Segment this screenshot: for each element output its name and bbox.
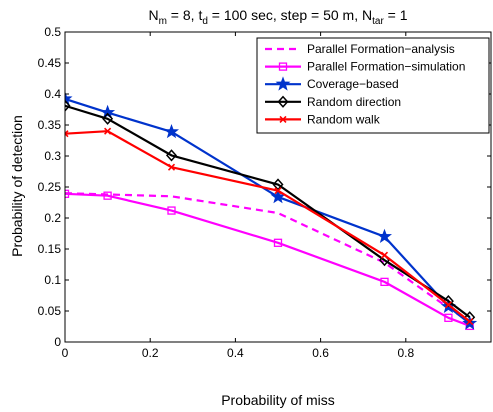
title-part-td: = 8, t — [167, 7, 203, 23]
title-sub-d: d — [202, 16, 208, 27]
data-point-random-direction-3 — [272, 178, 284, 191]
data-point-parallel-formation-simulation-0 — [65, 189, 70, 198]
legend-marker-coverage-based — [275, 76, 291, 91]
legend-entry-random-direction: Random direction — [265, 95, 401, 109]
x-tick-label-1: 0.2 — [142, 346, 159, 360]
y-tick-label-3: 0.15 — [38, 242, 62, 256]
x-tick-label-0: 0 — [62, 346, 69, 360]
data-point-random-walk-2-stroke-b — [167, 163, 176, 171]
data-point-random-walk-6-stroke-b — [466, 317, 474, 326]
y-tick-label-0: 0 — [54, 335, 61, 349]
y-tick-label-10: 0.5 — [44, 25, 61, 39]
series-line-parallel-formation-simulation — [65, 192, 471, 327]
data-point-random-direction-0 — [65, 99, 71, 112]
title-part-step: = 100 sec, step = 50 m, N — [208, 7, 372, 23]
series-line-parallel-formation-analysis — [65, 192, 471, 324]
legend-label-parallel-formation-analysis: Parallel Formation−analysis — [307, 42, 455, 56]
data-point-coverage-based-4 — [377, 228, 392, 243]
y-tick-label-7: 0.35 — [38, 118, 62, 132]
y-tick-label-5: 0.25 — [38, 180, 62, 194]
data-point-random-direction-2 — [165, 149, 178, 162]
data-point-random-walk-0-stroke-b — [65, 130, 69, 135]
axes: 0 0.2 0.4 0.6 0.8 0 0.05 0.1 0.15 0.2 0.25 0.3 0.35 0… — [38, 25, 492, 360]
legend: Parallel Formation−analysis Parallel Form… — [256, 37, 490, 134]
legend-label-parallel-formation-simulation: Parallel Formation−simulation — [307, 60, 465, 74]
title-part-end: = 1 — [384, 7, 408, 23]
data-point-parallel-formation-simulation-4 — [380, 277, 389, 287]
y-tick-label-4: 0.2 — [44, 211, 61, 225]
data-point-parallel-formation-simulation-3 — [273, 238, 283, 247]
title-sub-tar: tar — [372, 16, 384, 27]
y-tick-label-9: 0.45 — [38, 56, 62, 70]
series-line-random-walk — [65, 130, 471, 323]
y-tick-label-8: 0.4 — [44, 87, 61, 101]
legend-marker-random-walk — [279, 115, 287, 123]
series-line-random-direction — [65, 104, 471, 319]
x-axis-label: Probability of miss — [221, 392, 335, 408]
data-point-random-walk-5 — [444, 301, 452, 309]
legend-entry-random-walk: Random walk — [265, 112, 381, 126]
data-point-random-walk-2 — [167, 163, 176, 171]
legend-marker-random-direction — [277, 95, 289, 108]
y-axis-label: Probability of detection — [9, 115, 25, 257]
legend-label-random-direction: Random direction — [307, 95, 401, 109]
series-random-walk — [65, 127, 474, 326]
data-point-random-walk-6 — [466, 317, 474, 326]
legend-entry-coverage-based: Coverage−based — [265, 76, 399, 91]
y-tick-label-1: 0.05 — [38, 304, 62, 318]
legend-entry-parallel-formation-analysis: Parallel Formation−analysis — [265, 42, 455, 56]
data-point-random-walk-3 — [274, 187, 282, 195]
chart-title: Nm = 8, td = 100 sec, step = 50 m, Ntar … — [148, 7, 407, 27]
x-tick-label-3: 0.6 — [312, 346, 329, 360]
legend-marker-parallel-formation-simulation — [278, 62, 288, 71]
data-point-parallel-formation-simulation-5 — [444, 313, 453, 322]
data-point-random-walk-1-stroke-b — [104, 127, 112, 135]
x-tick-label-2: 0.4 — [227, 346, 244, 360]
data-point-coverage-based-0 — [65, 91, 73, 106]
x-tick-label-4: 0.8 — [397, 346, 414, 360]
title-sub-m: m — [159, 16, 167, 27]
legend-entry-parallel-formation-simulation: Parallel Formation−simulation — [265, 60, 465, 74]
data-point-parallel-formation-simulation-2 — [167, 206, 176, 215]
y-tick-label-2: 0.1 — [44, 273, 61, 287]
series-random-direction — [65, 99, 476, 324]
data-point-random-walk-4 — [380, 251, 389, 259]
data-point-random-walk-4-stroke-b — [380, 251, 389, 259]
data-point-random-walk-0 — [65, 130, 69, 138]
data-point-coverage-based-2 — [164, 123, 179, 139]
legend-marker-random-walk-stroke-b — [279, 115, 287, 123]
series-parallel-formation-analysis — [65, 192, 471, 324]
plot-area — [65, 91, 478, 331]
data-point-random-walk-3-stroke-b — [274, 187, 282, 195]
data-point-random-walk-0-stroke-a — [65, 132, 69, 138]
legend-label-coverage-based: Coverage−based — [307, 77, 399, 91]
legend-label-random-walk: Random walk — [307, 112, 381, 126]
data-point-coverage-based-1 — [100, 104, 116, 119]
legend-box — [256, 37, 490, 134]
data-point-parallel-formation-simulation-1 — [103, 191, 112, 200]
y-tick-label-6: 0.3 — [44, 149, 61, 163]
data-point-random-direction-1 — [102, 112, 114, 125]
data-point-random-walk-5-stroke-b — [444, 301, 452, 309]
title-part-n: N — [148, 7, 158, 23]
series-parallel-formation-simulation — [65, 189, 474, 331]
data-point-random-walk-1 — [104, 127, 112, 135]
